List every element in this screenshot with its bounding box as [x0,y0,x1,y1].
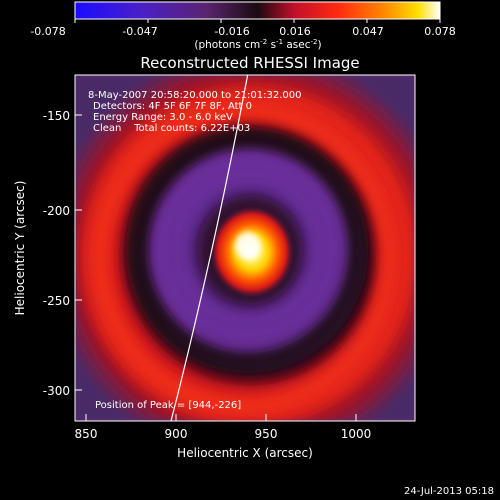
solar-limb-line [170,75,249,421]
y-axis: -150 -200 -250 -300 Heliocentric Y (arcs… [13,109,82,398]
colorbar-tick-label: -0.047 [122,25,157,38]
y-tick-label: -250 [43,294,70,308]
purple-inner-ring [153,151,343,345]
plot-annotations: 8-May-2007 20:58:20.000 to 21:01:32.000 … [88,90,301,411]
x-tick-label: 850 [75,427,98,441]
x-tick-label: 950 [255,427,278,441]
energy-range-text: Energy Range: 3.0 - 6.0 keV [93,112,233,123]
colorbar-tick-label: 0.016 [279,25,311,38]
detectors-text: Detectors: 4F 5F 6F 7F 8F, Att 0 [93,101,252,112]
colorbar-tick-label: -0.078 [30,25,65,38]
x-axis-label: Heliocentric X (arcsec) [177,446,313,460]
y-tick-label: -200 [43,204,70,218]
y-axis-label: Heliocentric Y (arcsec) [13,181,27,316]
x-tick-label: 1000 [341,427,372,441]
core-peak [235,232,261,260]
clean-total-counts-text: Clean Total counts: 6.22E+03 [93,123,250,134]
colorbar-tick-label: 0.047 [352,25,384,38]
outer-ring-highlight [93,103,397,413]
y-tick-label: -300 [43,384,70,398]
colorbar-gradient [74,1,441,20]
footer-date: 24-Jul-2013 05:18 [404,486,494,497]
x-tick-label: 900 [165,427,188,441]
plot-title: Reconstructed RHESSI Image [140,54,359,72]
colorbar: -0.078 -0.047 -0.016 0.016 0.047 0.078 (… [30,1,456,51]
colorbar-tick-label: 0.078 [424,25,456,38]
colorbar-ticks [74,19,441,23]
colorbar-unit-label: (photons cm-2 s-1 asec-2) [194,38,321,51]
dark-gap-ring [126,127,368,373]
colorbar-tick-label: -0.016 [214,25,249,38]
x-axis: 850 900 950 1000 Heliocentric X (arcsec) [75,414,372,460]
rhessi-image [75,75,415,421]
y-tick-label: -150 [43,109,70,123]
time-range-text: 8-May-2007 20:58:20.000 to 21:01:32.000 [88,90,301,101]
plot-frame [74,74,416,422]
peak-position-text: Position of Peak = [944,-226] [95,400,241,411]
